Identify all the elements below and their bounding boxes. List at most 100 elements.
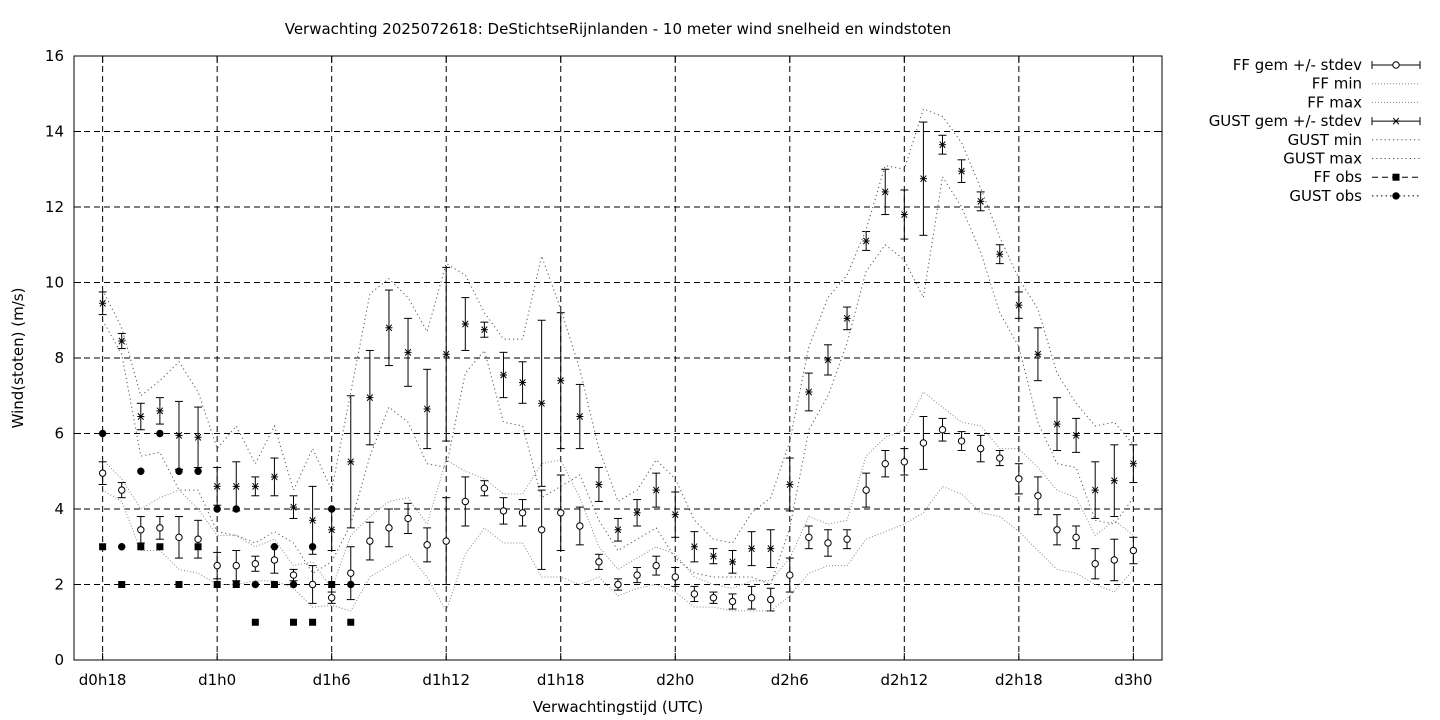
point-gust-gem-stdev [595, 480, 603, 488]
point-ff-gem-stdev [976, 444, 985, 453]
point-ff-gem-stdev [213, 561, 221, 570]
star-stroke [156, 407, 164, 415]
point-ff-gem-stdev [347, 569, 355, 577]
series-gust-max [102, 108, 1134, 544]
point-gust-gem-stdev [519, 379, 527, 387]
plot-series [98, 108, 1138, 626]
point-ff-gem-stdev [175, 533, 183, 542]
point-ff-gem-stdev [881, 460, 889, 468]
point-gust-gem-stdev [748, 545, 756, 553]
point-gust-gem-stdev [366, 394, 374, 402]
axes: 0 2 4 6 8 10 12 14 16 d0h18 d1h0 d1h6 d1h12 d1h18 d2h0… [45, 47, 1163, 689]
point-ff-gem-stdev [385, 524, 393, 532]
legend-label: GUST gem +/- stdev [1209, 112, 1362, 130]
x-tick-label: d0h18 [79, 671, 127, 689]
star-stroke [462, 320, 469, 328]
point-ff-gem-stdev [308, 580, 317, 589]
star-stroke [385, 324, 393, 332]
series-ff-obs [99, 543, 355, 626]
point-ff-gem-stdev [633, 571, 641, 579]
legend-entry: GUST min [1288, 131, 1420, 149]
star-stroke [843, 314, 851, 322]
point-ff-gem-stdev [499, 507, 508, 515]
point-gust-gem-stdev [557, 377, 565, 385]
legend-swatch-marker [1392, 117, 1400, 125]
point-ff-gem-stdev [595, 558, 603, 566]
point-ff-gem-stdev [442, 537, 450, 545]
legend-entry: GUST gem +/- stdev [1209, 112, 1421, 130]
point-ff-gem-stdev [786, 571, 794, 579]
star-stroke [99, 299, 106, 307]
legend-swatch-marker [1392, 173, 1400, 181]
star-stroke [423, 405, 431, 413]
x-tick-label: d1h6 [313, 671, 351, 689]
star-stroke [1072, 431, 1080, 439]
point-ff-obs [213, 581, 221, 588]
legend-label: GUST max [1283, 150, 1362, 168]
y-tick-label: 16 [45, 47, 64, 65]
point-ff-gem-stdev [576, 522, 584, 530]
point-ff-obs [194, 543, 202, 551]
y-tick-label: 0 [54, 651, 64, 669]
point-gust-gem-stdev [499, 371, 507, 379]
point-ff-obs [309, 618, 317, 626]
point-ff-gem-stdev [1110, 556, 1118, 564]
x-tick-label: d2h12 [880, 671, 928, 689]
point-ff-gem-stdev [957, 437, 966, 445]
y-tick-label: 10 [45, 274, 64, 292]
point-gust-gem-stdev [1034, 350, 1042, 358]
x-tick-label: d1h0 [198, 671, 236, 689]
point-gust-gem-stdev [709, 552, 717, 560]
y-tick-label: 4 [54, 500, 64, 518]
star-stroke [252, 482, 259, 490]
legend-swatch-marker [1392, 192, 1400, 200]
point-ff-obs [137, 543, 145, 551]
point-gust-gem-stdev [977, 197, 985, 205]
star-stroke [958, 167, 965, 175]
point-ff-gem-stdev [327, 594, 336, 602]
y-tick-label: 2 [54, 576, 64, 594]
point-gust-obs [308, 543, 317, 551]
point-ff-gem-stdev [461, 497, 469, 506]
point-ff-gem-stdev [919, 439, 928, 447]
point-ff-gem-stdev [824, 539, 832, 547]
point-gust-obs [232, 505, 240, 513]
star-stroke [653, 486, 660, 494]
point-gust-obs [251, 580, 260, 589]
point-gust-gem-stdev [156, 407, 164, 415]
point-gust-gem-stdev [137, 413, 145, 420]
point-gust-gem-stdev [385, 324, 393, 332]
point-ff-gem-stdev [1129, 546, 1138, 555]
point-gust-gem-stdev [919, 175, 927, 183]
point-gust-gem-stdev [538, 399, 546, 407]
point-ff-obs [328, 581, 336, 588]
star-stroke [901, 211, 908, 219]
point-gust-obs [137, 467, 145, 475]
point-ff-gem-stdev [1053, 526, 1061, 534]
point-ff-gem-stdev [518, 509, 527, 517]
point-gust-gem-stdev [99, 299, 107, 307]
star-stroke [213, 482, 221, 490]
point-ff-gem-stdev [843, 535, 851, 543]
point-ff-obs [270, 581, 278, 588]
legend-label: GUST obs [1289, 187, 1362, 205]
point-gust-gem-stdev [118, 337, 126, 345]
point-gust-gem-stdev [843, 314, 851, 322]
star-stroke [366, 394, 374, 402]
star-stroke [500, 371, 507, 379]
point-gust-gem-stdev [461, 320, 469, 328]
star-stroke [233, 482, 240, 490]
star-stroke [328, 526, 335, 534]
point-gust-gem-stdev [690, 543, 698, 551]
star-stroke [691, 543, 698, 551]
star-stroke [672, 511, 679, 519]
point-ff-gem-stdev [557, 509, 565, 517]
point-ff-gem-stdev [404, 514, 412, 523]
star-stroke [595, 480, 603, 488]
point-ff-gem-stdev [251, 560, 260, 568]
x-tick-label: d1h12 [422, 671, 470, 689]
point-ff-gem-stdev [728, 597, 737, 606]
legend-entry: FF min [1312, 75, 1420, 93]
star-stroke [404, 348, 412, 356]
